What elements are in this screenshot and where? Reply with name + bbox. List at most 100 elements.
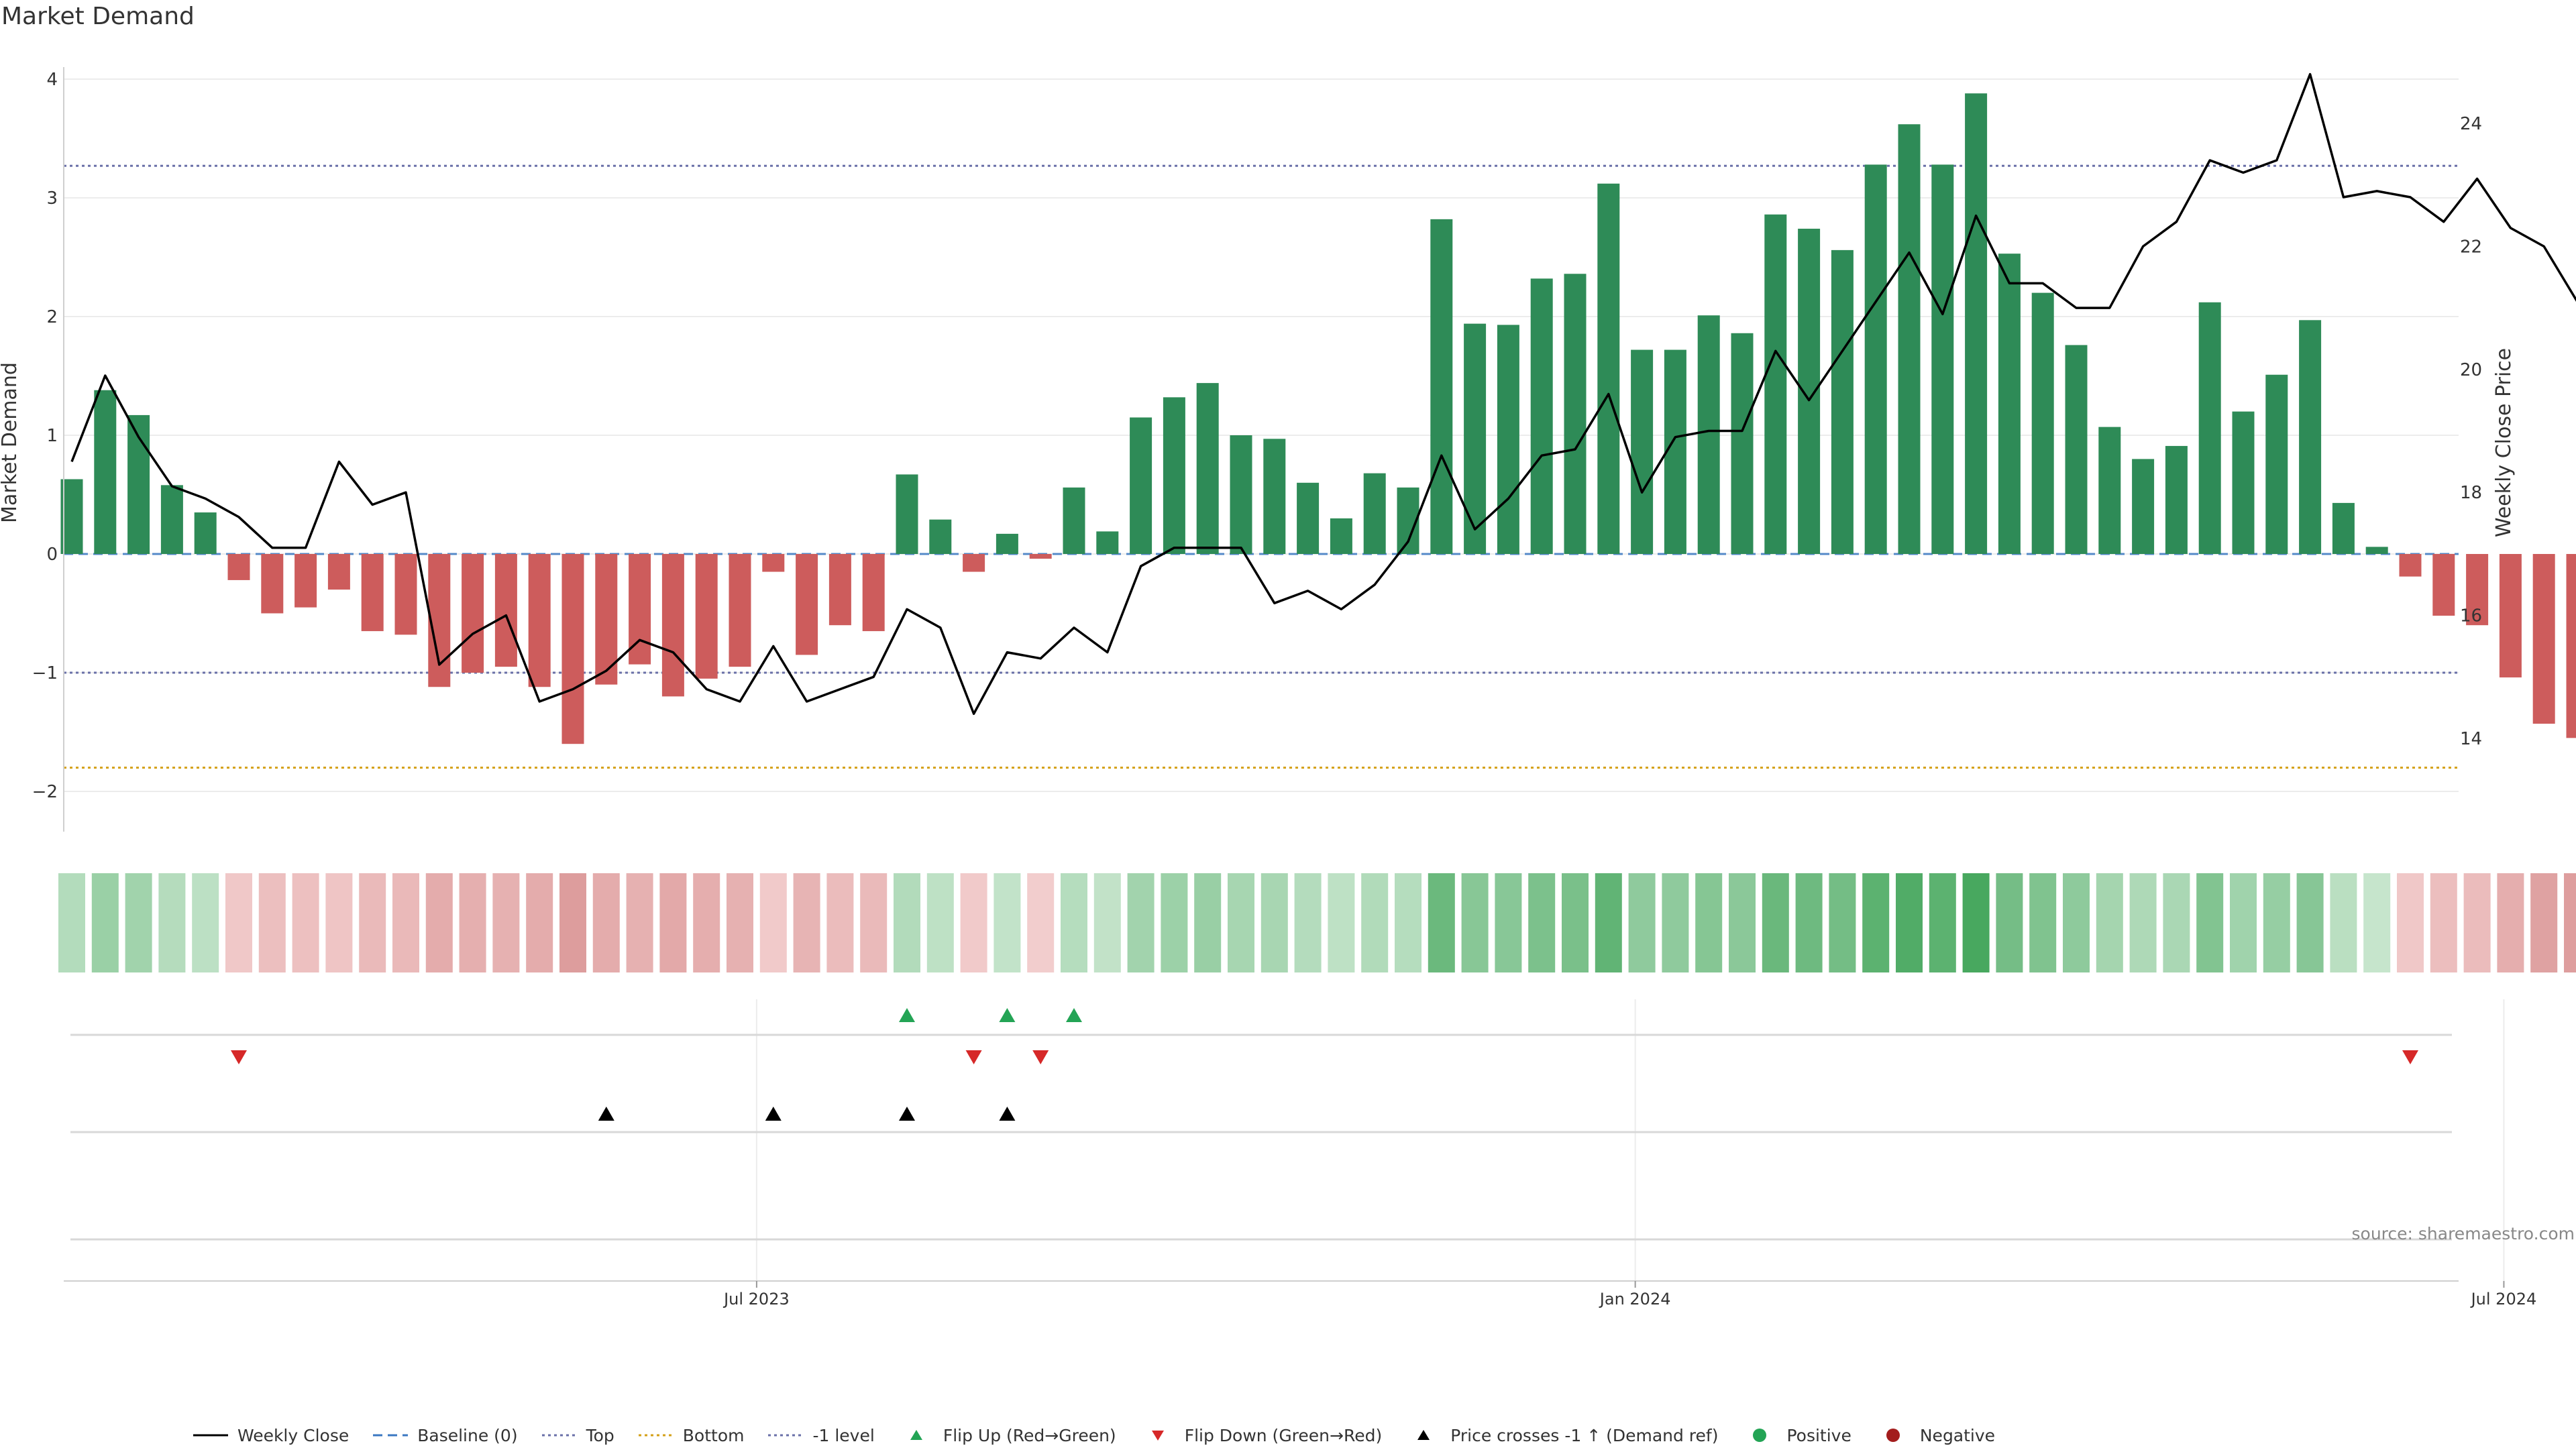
heatmap-cell (158, 873, 185, 972)
heatmap-cell (1829, 873, 1856, 972)
heatmap-cell (2230, 873, 2257, 972)
price-cross-marker (899, 1107, 915, 1121)
heatmap-cell (2430, 873, 2457, 972)
heatmap-cell (994, 873, 1020, 972)
demand-bar (529, 554, 551, 687)
legend-label: Bottom (683, 1426, 745, 1445)
heatmap-cell (1862, 873, 1889, 972)
demand-bar (1865, 164, 1887, 554)
heatmap-cell (1629, 873, 1656, 972)
heatmap-cell (794, 873, 820, 972)
heatmap-cell (2096, 873, 2123, 972)
y-tick-label: 4 (46, 70, 58, 90)
demand-bar (2400, 554, 2422, 577)
heatmap-cell (2196, 873, 2223, 972)
flip-down-marker (2402, 1050, 2418, 1064)
heatmap-cell (961, 873, 987, 972)
x-tick-label: Jul 2023 (722, 1290, 790, 1308)
legend-item: -1 level (767, 1426, 874, 1445)
x-tick-label: Jan 2024 (1599, 1290, 1671, 1308)
demand-bar (1030, 554, 1052, 559)
heatmap-cell (392, 873, 419, 972)
heatmap-cell (1896, 873, 1923, 972)
heatmap-cell (2029, 873, 2056, 972)
demand-bars (61, 93, 2576, 795)
legend-label: Price crosses -1 ↑ (Demand ref) (1450, 1426, 1718, 1445)
demand-bar (294, 554, 317, 608)
heatmap-cell (860, 873, 887, 972)
flip-down-marker (231, 1050, 247, 1064)
flip-up-marker (899, 1008, 915, 1022)
heatmap-cell (492, 873, 519, 972)
event-markers (231, 1008, 2576, 1121)
flip-down-marker (1032, 1050, 1049, 1064)
demand-bar (1063, 488, 1085, 554)
demand-bar (261, 554, 283, 614)
legend-label: Negative (1920, 1426, 1995, 1445)
heatmap-cell (2163, 873, 2190, 972)
demand-bar (963, 554, 985, 572)
demand-bar (2500, 554, 2522, 677)
legend-symbol-icon (192, 1429, 229, 1442)
heatmap-cell (1595, 873, 1622, 972)
demand-bar (2032, 293, 2054, 554)
heatmap-cell (2063, 873, 2090, 972)
heatmap-cell (727, 873, 753, 972)
heatmap-cell (2297, 873, 2324, 972)
legend-label: Weekly Close (237, 1426, 349, 1445)
demand-bar (1330, 518, 1352, 554)
legend-item: Baseline (0) (372, 1426, 517, 1445)
flip-down-marker (966, 1050, 982, 1064)
demand-bar (796, 554, 818, 655)
legend-symbol-icon (898, 1429, 935, 1442)
legend-label: -1 level (812, 1426, 874, 1445)
heatmap-cell (659, 873, 686, 972)
demand-bar (1096, 531, 1118, 554)
demand-bar (1163, 397, 1185, 554)
legend-symbol-icon (541, 1429, 578, 1442)
heatmap-cell (1495, 873, 1521, 972)
heatmap-cell (693, 873, 720, 972)
legend-item: Weekly Close (192, 1426, 349, 1445)
demand-bar (696, 554, 718, 679)
y2-axis-label: Weekly Close Price (2492, 348, 2516, 537)
heatmap-cell (325, 873, 352, 972)
heatmap-cell (1996, 873, 2023, 972)
heatmap-cell (894, 873, 920, 972)
demand-bar (1564, 274, 1587, 554)
heatmap-cell (1328, 873, 1354, 972)
heatmap-cell (1128, 873, 1155, 972)
demand-bar (1430, 219, 1452, 554)
y-tick-label: 2 (46, 307, 58, 327)
x-tick-label: Jul 2024 (2470, 1290, 2537, 1308)
demand-bar (1297, 483, 1319, 554)
heatmap-cell (58, 873, 85, 972)
heatmap-cell (1729, 873, 1756, 972)
demand-bar (1898, 124, 1921, 554)
y-tick-label: 1 (46, 426, 58, 446)
heatmap-cell (1562, 873, 1589, 972)
heatmap-cell (125, 873, 152, 972)
heatmap-cell (2330, 873, 2357, 972)
heatmap-cell (826, 873, 853, 972)
demand-bar (228, 554, 250, 580)
legend-item: Bottom (637, 1426, 745, 1445)
y2-tick-label: 14 (2460, 729, 2482, 749)
demand-bar (2332, 503, 2355, 554)
flip-up-marker (999, 1008, 1015, 1022)
heatmap-cell (627, 873, 653, 972)
demand-bar (929, 520, 951, 554)
legend-symbol-icon (637, 1429, 675, 1442)
price-cross-marker (598, 1107, 614, 1121)
demand-bar (1764, 215, 1786, 554)
demand-bar (1631, 350, 1653, 554)
flip-up-marker (1066, 1008, 1082, 1022)
demand-heatmap-strip (58, 873, 2576, 972)
demand-bar (328, 554, 350, 590)
demand-bar (1531, 278, 1553, 554)
demand-bar (2265, 375, 2288, 554)
demand-bar (395, 554, 417, 634)
heatmap-cell (460, 873, 486, 972)
